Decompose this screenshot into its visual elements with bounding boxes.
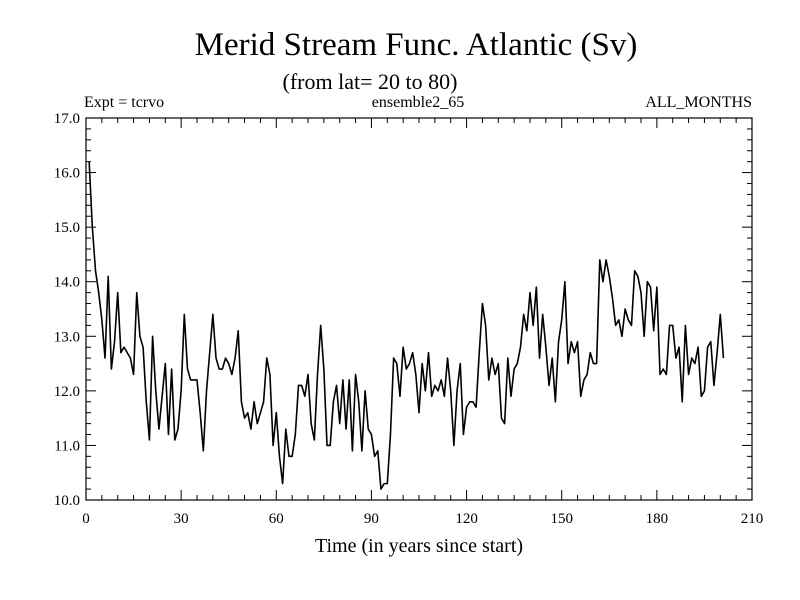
chart-title: Merid Stream Func. Atlantic (Sv) [195,27,638,63]
ensemble-label: ensemble2_65 [372,94,464,111]
series-line [88,161,725,490]
y-tick-label: 16.0 [54,166,80,182]
x-tick-label: 0 [82,511,90,527]
x-tick-label: 30 [174,511,189,527]
y-tick-label: 13.0 [54,329,80,345]
y-tick-label: 10.0 [54,493,80,509]
months-label: ALL_MONTHS [645,94,752,111]
x-axis: 0 30 60 90 120 150 180 210 [82,118,763,527]
x-tick-label: 150 [550,511,573,527]
x-tick-label: 90 [364,511,379,527]
y-axis: 10.0 11.0 12.0 13.0 14.0 15.0 16.0 17.0 [54,111,752,509]
y-tick-label: 15.0 [54,220,80,236]
chart-subtitle: (from lat= 20 to 80) [283,69,458,94]
experiment-label: Expt = tcrvo [84,94,164,111]
x-tick-label: 120 [455,511,478,527]
series-layer [88,161,725,490]
y-tick-label: 12.0 [54,384,80,400]
y-tick-label: 17.0 [54,111,80,127]
y-tick-label: 14.0 [54,275,80,291]
x-tick-label: 210 [741,511,764,527]
y-tick-label: 11.0 [54,438,80,454]
x-tick-label: 180 [646,511,669,527]
x-axis-label: Time (in years since start) [315,535,523,557]
x-tick-label: 60 [269,511,284,527]
